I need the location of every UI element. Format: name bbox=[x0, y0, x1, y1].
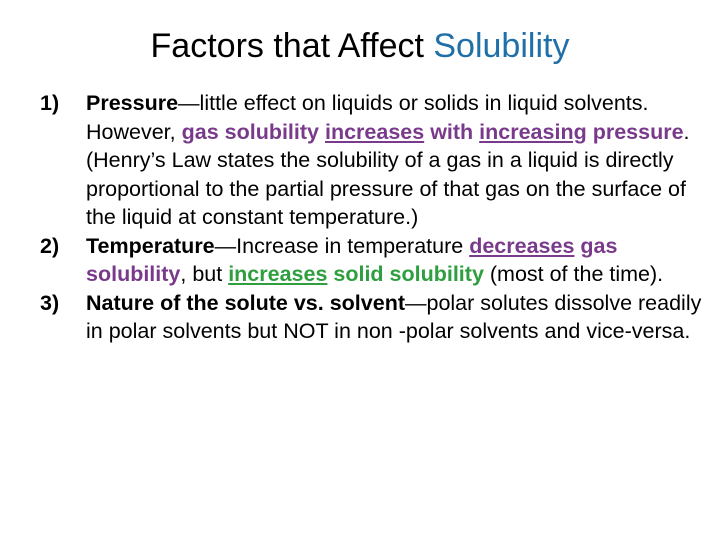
list-item-nature: 3) Nature of the solute vs. solvent—polar… bbox=[40, 289, 715, 346]
item-number: 1) bbox=[40, 91, 60, 115]
title-main: Factors that Affect bbox=[150, 27, 434, 65]
highlight-increases: increases bbox=[324, 119, 425, 144]
item-text: little effect on liquids or solids in li… bbox=[86, 91, 649, 144]
highlight-decreases: decreases bbox=[469, 233, 575, 258]
item-text: polar solutes dissolve readily in polar … bbox=[86, 290, 702, 344]
highlight-gas-solubility: gas solubility bbox=[86, 233, 618, 287]
factor-list: 1) Pressure—little effect on liquids or s… bbox=[40, 89, 715, 346]
item-term: Pressure bbox=[86, 91, 179, 115]
highlight-solid-solubility: solid solubility bbox=[333, 262, 484, 286]
item-term: Temperature bbox=[86, 233, 215, 258]
highlight-increasing: increasing bbox=[479, 119, 587, 144]
highlight-with: with bbox=[430, 119, 474, 144]
item-number: 3) bbox=[40, 290, 60, 315]
item-text: (most of the time). bbox=[483, 262, 664, 286]
highlight-increases: increases bbox=[228, 262, 328, 286]
item-text: , but bbox=[180, 262, 229, 286]
item-text: Increase in temperature bbox=[236, 233, 470, 258]
slide-title: Factors that Affect Solubility bbox=[0, 20, 720, 72]
item-number: 2) bbox=[40, 233, 60, 258]
item-text: . (Henry’s Law states the solubility of … bbox=[86, 119, 690, 230]
item-term: Nature of the solute vs. solvent bbox=[86, 290, 405, 315]
item-dash: — bbox=[404, 290, 427, 315]
item-dash: — bbox=[178, 91, 200, 115]
list-item-pressure: 1) Pressure—little effect on liquids or s… bbox=[40, 89, 715, 232]
item-dash: — bbox=[214, 233, 237, 258]
title-accent: Solubility bbox=[433, 27, 570, 65]
highlight-pressure: pressure bbox=[592, 119, 684, 144]
list-item-temperature: 2) Temperature—Increase in temperature de… bbox=[40, 232, 715, 289]
highlight-gas-solubility: gas solubility bbox=[181, 119, 319, 144]
